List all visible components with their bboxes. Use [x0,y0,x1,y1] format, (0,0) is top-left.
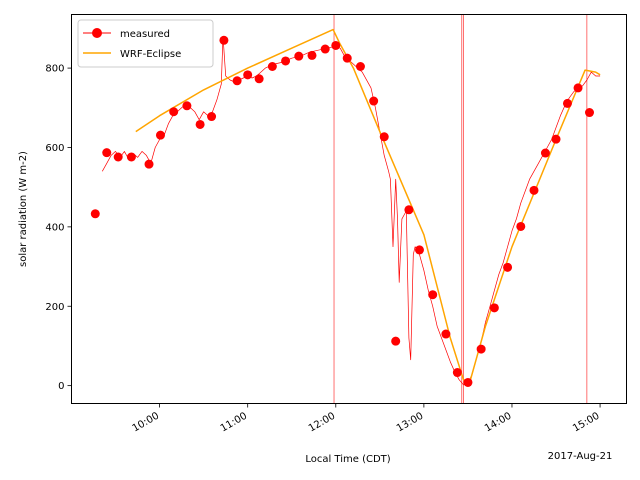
measured-marker-14 [267,61,277,71]
measured-marker-11 [232,76,242,86]
y-axis-ticks: 0 200 400 600 800 [45,64,72,392]
measured-marker-37 [551,134,561,144]
measured-marker-0 [90,209,100,219]
measured-marker-20 [342,53,352,63]
legend-wrf-label: WRF-Eclipse [120,49,181,60]
measured-series-line [101,35,601,386]
measured-marker-38 [562,98,572,108]
legend: measured WRF-Eclipse [77,19,214,68]
x-tick-label-3: 13:00 [395,411,425,435]
y-tick-label-0: 0 [58,381,64,392]
measured-marker-24 [391,336,401,346]
measured-marker-27 [428,290,438,300]
measured-marker-34 [516,221,526,231]
measured-marker-15 [281,56,291,66]
x-tick-label-1: 11:00 [219,411,249,435]
x-axis-ticks: 10:00 11:00 12:00 13:00 14:00 15:00 [131,403,602,435]
measured-marker-19 [331,40,341,50]
measured-marker-13 [254,74,264,84]
y-tick-label-3: 600 [45,143,64,154]
measured-marker-32 [489,303,499,313]
measured-marker-6 [169,107,179,117]
plot-area [90,28,601,387]
y-tick-label-4: 800 [45,64,64,75]
measured-marker-39 [573,83,583,93]
x-tick-label-2: 12:00 [307,411,337,435]
measured-marker-18 [320,44,330,54]
measured-marker-28 [441,329,451,339]
measured-marker-10 [219,35,229,45]
measured-marker-16 [294,51,304,61]
measured-marker-23 [379,132,389,142]
measured-marker-17 [307,50,317,60]
measured-marker-12 [243,70,253,80]
y-axis-label: solar radiation (W m-2) [18,151,29,267]
x-tick-label-0: 10:00 [131,411,161,435]
measured-marker-1 [102,148,112,158]
y-tick-label-2: 400 [45,222,64,233]
measured-marker-26 [414,245,424,255]
axes-frame [71,14,627,404]
measured-marker-21 [355,61,365,71]
x-axis-label: Local Time (CDT) [305,454,390,465]
measured-marker-8 [195,119,205,129]
date-label: 2017-Aug-21 [548,451,613,462]
measured-marker-40 [585,108,594,118]
measured-marker-5 [155,130,165,140]
y-tick-label-1: 200 [45,302,64,313]
x-tick-label-4: 14:00 [483,411,513,435]
measured-marker-22 [369,96,379,106]
measured-marker-31 [476,344,486,354]
measured-marker-29 [452,368,462,378]
legend-measured-marker [92,28,102,38]
measured-marker-4 [144,159,154,169]
measured-marker-7 [182,101,192,111]
measured-marker-9 [207,112,217,122]
measured-marker-25 [404,205,414,215]
measured-marker-35 [529,185,539,195]
measured-marker-3 [126,152,136,162]
measured-marker-30 [463,377,473,387]
measured-marker-36 [540,148,550,158]
legend-measured-label: measured [120,29,170,40]
measured-marker-2 [113,152,123,162]
vertical-marker-lines [333,14,588,404]
x-tick-label-5: 15:00 [571,411,601,435]
measured-marker-33 [503,262,513,272]
legend-box [77,19,214,68]
